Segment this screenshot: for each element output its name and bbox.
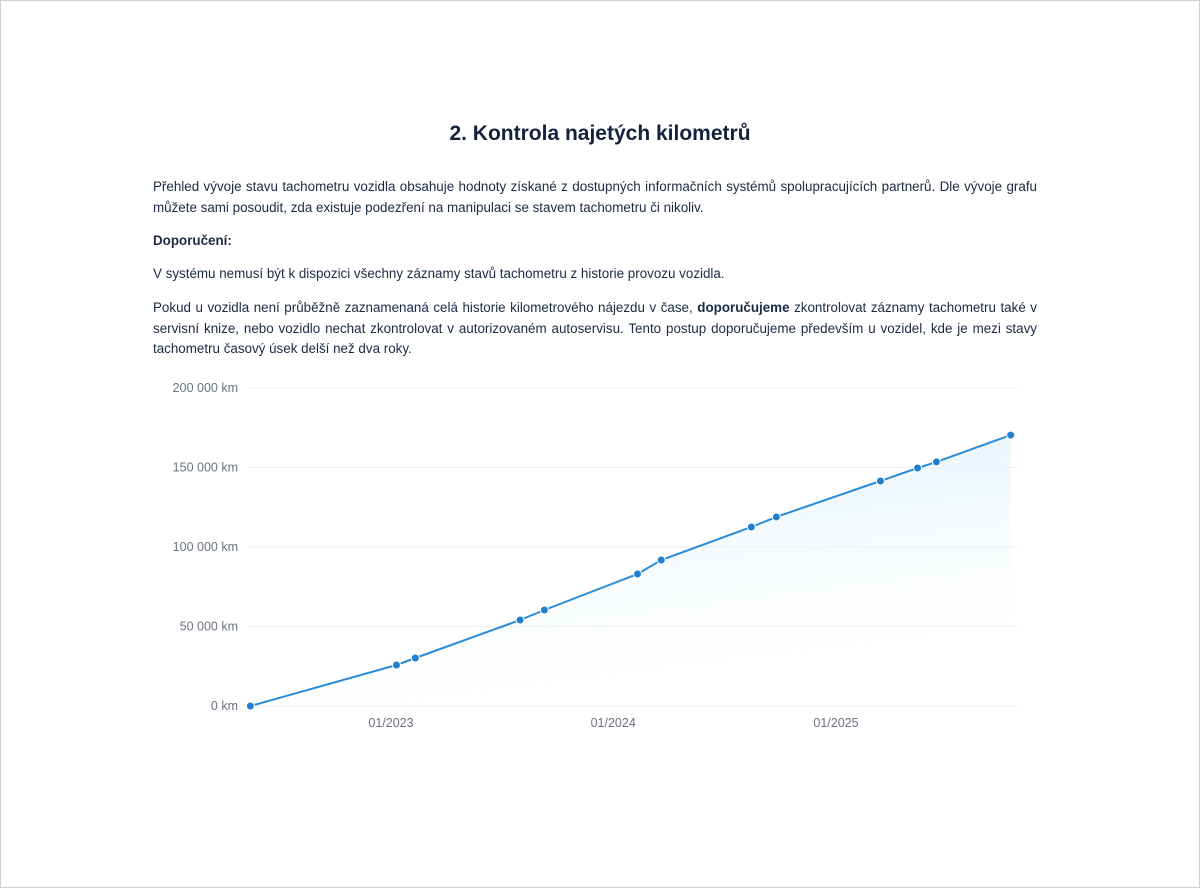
y-tick-label: 150 000 km [173, 461, 238, 475]
x-tick-label: 01/2025 [813, 716, 858, 730]
y-tick-label: 200 000 km [173, 381, 238, 395]
note2-text-end: zkontrolovat záznamy tachometru také v s… [153, 300, 1038, 356]
recommendation-heading: Doporučení: [153, 233, 232, 248]
y-tick-label: 0 km [211, 699, 238, 713]
area-fill [250, 435, 1011, 706]
x-tick-label: 01/2023 [368, 716, 413, 730]
data-point [656, 555, 666, 565]
data-point [539, 605, 549, 615]
data-point [245, 701, 255, 711]
data-point [913, 463, 923, 473]
intro-paragraph: Přehled vývoje stavu tachometru vozidla … [153, 179, 1037, 215]
note2-text: Pokud u vozidla není průběžně zaznamenan… [153, 300, 698, 315]
note-paragraph-2: Pokud u vozidla není průběžně zaznamenan… [153, 298, 1037, 360]
data-point [633, 569, 643, 579]
data-point [1006, 430, 1016, 440]
y-tick-label: 50 000 km [180, 620, 238, 634]
data-point [931, 457, 941, 467]
section-title: 2. Kontrola najetých kilometrů [449, 122, 751, 145]
data-point [515, 615, 525, 625]
data-point [771, 512, 781, 522]
note-paragraph-1: V systému nemusí být k dispozici všechny… [153, 266, 725, 281]
data-point [391, 660, 401, 670]
y-tick-label: 100 000 km [173, 540, 238, 554]
data-point [746, 522, 756, 532]
data-point [410, 653, 420, 663]
note2-bold: doporučujeme [697, 300, 790, 315]
x-tick-label: 01/2024 [591, 716, 636, 730]
data-point [875, 476, 885, 486]
